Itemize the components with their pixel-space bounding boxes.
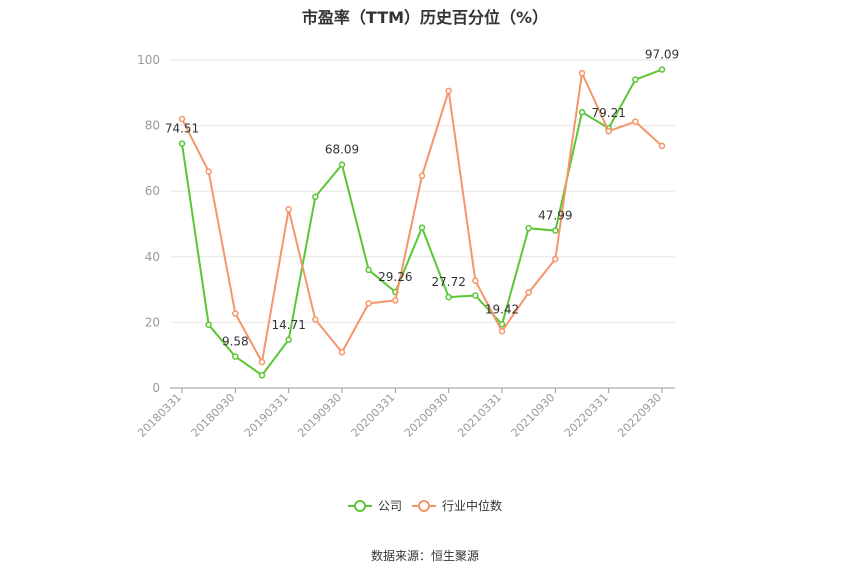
- data-label: 29.26: [378, 270, 412, 284]
- grid-lines: [170, 59, 675, 323]
- series-point-1: [632, 118, 639, 125]
- data-label: 19.42: [485, 302, 519, 316]
- x-tick-label: 20200930: [402, 391, 451, 440]
- data-labels: 74.51 9.58 14.71 68.09 29.26 27.72 19.42 47.99 7…: [165, 48, 679, 349]
- x-tick-label: 20180331: [135, 391, 184, 440]
- chart-title: 市盈率（TTM）历史百分位（%）: [301, 8, 549, 27]
- series-point-0: [418, 224, 426, 231]
- legend-marker-0: [354, 500, 366, 512]
- series-point-0: [632, 76, 639, 83]
- series-point-1: [258, 358, 266, 366]
- series-point-1: [472, 277, 479, 284]
- y-axis: 0 20 40 60 80 100: [137, 53, 160, 395]
- x-tick-label: 20180930: [189, 391, 238, 440]
- series-point-0: [578, 108, 586, 116]
- data-label: 74.51: [165, 122, 199, 136]
- x-tick-label: 20220930: [615, 391, 664, 440]
- series-point-0: [472, 292, 479, 299]
- data-label: 79.21: [591, 106, 625, 120]
- x-axis: 20180331 20180930 20190331 20190930 20200331…: [135, 387, 675, 440]
- data-label: 47.99: [538, 209, 572, 223]
- series-point-1: [205, 168, 212, 175]
- series-point-0: [232, 353, 239, 360]
- series-point-0: [312, 193, 319, 201]
- series-point-1: [285, 205, 292, 213]
- series-point-0: [552, 227, 559, 234]
- data-label: 27.72: [431, 275, 465, 289]
- series-point-1: [338, 348, 346, 356]
- series-point-0: [445, 293, 452, 301]
- series-point-0: [525, 225, 532, 232]
- series-layer: [178, 66, 666, 379]
- series-point-1: [525, 289, 532, 296]
- series-point-0: [178, 140, 186, 147]
- series-point-1: [418, 172, 426, 180]
- series-point-0: [285, 336, 292, 344]
- series-point-0: [338, 161, 346, 168]
- data-source: 数据来源：恒生聚源: [370, 549, 479, 563]
- y-tick-label: 0: [152, 381, 160, 395]
- series-point-1: [498, 328, 506, 335]
- y-tick-label: 80: [145, 119, 160, 133]
- series-line-0: [181, 68, 663, 377]
- data-label: 14.71: [271, 318, 305, 332]
- x-tick-label: 20200331: [349, 391, 398, 440]
- series-point-1: [578, 69, 586, 77]
- x-tick-label: 20210331: [455, 391, 504, 440]
- data-label: 97.09: [645, 48, 679, 62]
- series-point-1: [552, 255, 559, 263]
- series-point-0: [365, 266, 372, 274]
- legend-label-1: 行业中位数: [442, 498, 502, 513]
- legend-marker-1: [418, 500, 430, 512]
- series-point-1: [658, 142, 666, 150]
- series-point-1: [312, 316, 319, 323]
- y-tick-label: 40: [145, 250, 160, 264]
- series-point-1: [232, 310, 239, 317]
- y-tick-label: 60: [145, 184, 160, 198]
- y-tick-label: 20: [145, 315, 160, 329]
- y-tick-label: 100: [137, 53, 160, 67]
- x-tick-label: 20210930: [509, 391, 558, 440]
- series-point-0: [258, 371, 266, 379]
- x-tick-label: 20190331: [242, 391, 291, 440]
- x-tick-label: 20190930: [295, 391, 344, 440]
- data-label: 9.58: [222, 335, 249, 349]
- series-point-1: [445, 87, 452, 95]
- data-label: 68.09: [325, 143, 359, 157]
- series-point-0: [498, 321, 506, 328]
- series-point-1: [392, 297, 399, 304]
- x-tick-label: 20220331: [562, 391, 611, 440]
- series-point-1: [605, 127, 612, 135]
- series-point-0: [658, 66, 666, 73]
- legend-label-0: 公司: [378, 499, 402, 513]
- series-point-0: [205, 321, 212, 328]
- series-point-1: [365, 300, 372, 307]
- legend: 公司 行业中位数: [348, 498, 502, 513]
- series-point-1: [178, 115, 186, 123]
